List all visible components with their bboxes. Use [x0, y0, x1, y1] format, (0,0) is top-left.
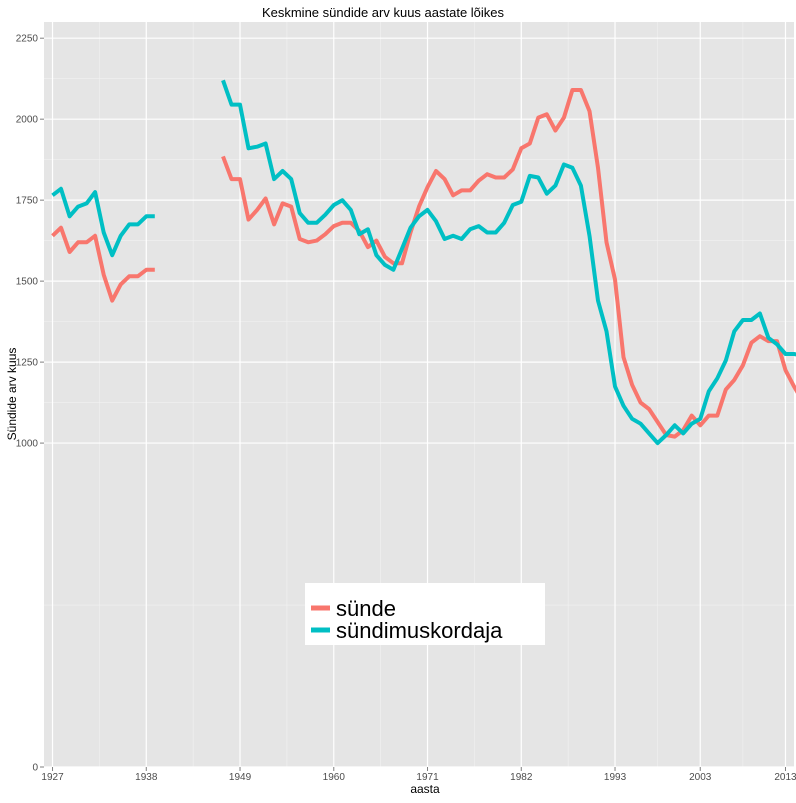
y-tick-label: 1250 — [16, 358, 39, 369]
y-tick-label: 1750 — [16, 196, 39, 207]
y-tick-label: 0 — [32, 763, 38, 774]
y-tick-label: 2250 — [16, 34, 39, 45]
x-tick-label: 1927 — [41, 772, 64, 783]
y-tick-label: 1000 — [16, 439, 39, 450]
x-tick-label: 1982 — [510, 772, 533, 783]
y-tick-label: 1500 — [16, 277, 39, 288]
y-tick-label: 2000 — [16, 115, 39, 126]
x-tick-label: 2003 — [689, 772, 712, 783]
legend-label-sundimuskordaja: sündimuskordaja — [336, 618, 503, 643]
x-tick-label: 1960 — [323, 772, 346, 783]
y-axis-title: Sündide arv kuus — [5, 348, 19, 441]
x-axis-title: aasta — [410, 782, 440, 796]
x-tick-label: 1938 — [135, 772, 158, 783]
x-tick-label: 1993 — [604, 772, 627, 783]
x-tick-label: 1949 — [229, 772, 252, 783]
plot-panel — [44, 22, 794, 767]
x-tick-label: 2013 — [774, 772, 796, 783]
chart-title: Keskmine sündide arv kuus aastate lõikes — [262, 5, 505, 20]
legend: sünde sündimuskordaja — [305, 583, 545, 645]
